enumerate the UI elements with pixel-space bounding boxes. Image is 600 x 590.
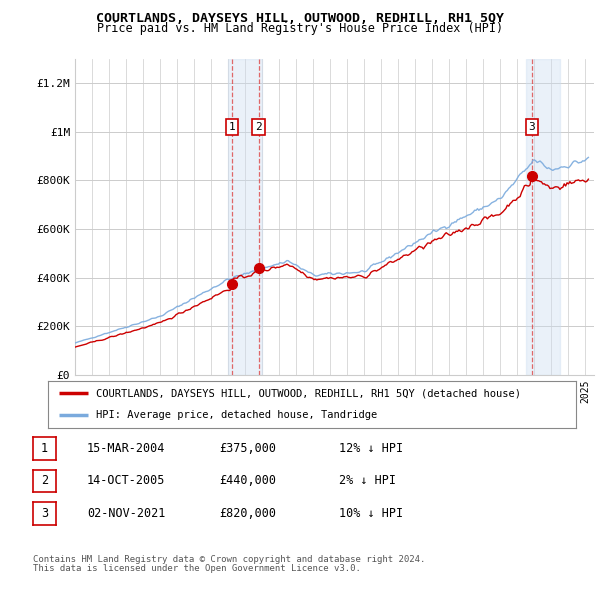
Text: £820,000: £820,000 bbox=[219, 507, 276, 520]
Text: 3: 3 bbox=[529, 122, 535, 132]
Text: Contains HM Land Registry data © Crown copyright and database right 2024.: Contains HM Land Registry data © Crown c… bbox=[33, 555, 425, 563]
Text: 1: 1 bbox=[229, 122, 235, 132]
Bar bbox=[228, 59, 262, 375]
Text: This data is licensed under the Open Government Licence v3.0.: This data is licensed under the Open Gov… bbox=[33, 564, 361, 573]
Text: HPI: Average price, detached house, Tandridge: HPI: Average price, detached house, Tand… bbox=[95, 410, 377, 420]
Text: 2: 2 bbox=[41, 474, 48, 487]
Text: 1: 1 bbox=[41, 442, 48, 455]
Text: 15-MAR-2004: 15-MAR-2004 bbox=[87, 442, 166, 455]
Text: £440,000: £440,000 bbox=[219, 474, 276, 487]
Text: 3: 3 bbox=[41, 507, 48, 520]
Text: 12% ↓ HPI: 12% ↓ HPI bbox=[339, 442, 403, 455]
Text: 02-NOV-2021: 02-NOV-2021 bbox=[87, 507, 166, 520]
Text: 2% ↓ HPI: 2% ↓ HPI bbox=[339, 474, 396, 487]
Text: COURTLANDS, DAYSEYS HILL, OUTWOOD, REDHILL, RH1 5QY: COURTLANDS, DAYSEYS HILL, OUTWOOD, REDHI… bbox=[96, 12, 504, 25]
Bar bbox=[526, 59, 560, 375]
Text: 14-OCT-2005: 14-OCT-2005 bbox=[87, 474, 166, 487]
Text: 10% ↓ HPI: 10% ↓ HPI bbox=[339, 507, 403, 520]
Text: 2: 2 bbox=[255, 122, 262, 132]
Text: £375,000: £375,000 bbox=[219, 442, 276, 455]
Text: Price paid vs. HM Land Registry's House Price Index (HPI): Price paid vs. HM Land Registry's House … bbox=[97, 22, 503, 35]
Text: COURTLANDS, DAYSEYS HILL, OUTWOOD, REDHILL, RH1 5QY (detached house): COURTLANDS, DAYSEYS HILL, OUTWOOD, REDHI… bbox=[95, 388, 521, 398]
